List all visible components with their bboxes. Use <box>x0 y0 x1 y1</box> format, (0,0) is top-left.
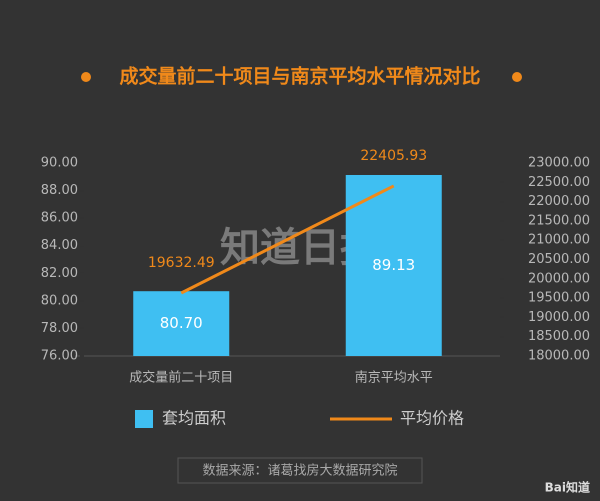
bar <box>345 174 442 356</box>
title-bullet <box>81 72 91 82</box>
y2-tick-label: 20500.00 <box>528 252 590 267</box>
source: 数据来源：诸葛找房大数据研究院 <box>202 463 397 479</box>
line-value-label: 22405.93 <box>360 148 427 164</box>
y2-tick-label: 19500.00 <box>528 291 590 306</box>
chart-title: 成交量前二十项目与南京平均水平情况对比 <box>119 65 480 88</box>
y-tick-label: 84.00 <box>41 238 78 253</box>
y-tick-label: 82.00 <box>41 266 78 281</box>
y-tick-label: 80.00 <box>41 293 78 308</box>
y2-tick-label: 18000.00 <box>528 349 590 364</box>
y2-tick-label: 21500.00 <box>528 213 590 228</box>
y2-tick-label: 19000.00 <box>528 310 590 325</box>
legend-label: 套均面积 <box>162 409 226 428</box>
title-bullet <box>512 72 522 82</box>
bar <box>133 291 230 356</box>
bar-value-label: 80.70 <box>160 314 203 332</box>
y-tick-label: 88.00 <box>41 183 78 198</box>
source-box <box>177 457 423 484</box>
line <box>180 184 395 295</box>
logo: Bai知道 <box>545 480 590 495</box>
y-tick-label: 86.00 <box>41 211 78 226</box>
y2-tick-label: 22000.00 <box>528 194 590 209</box>
y2-tick-label: 23000.00 <box>528 156 590 171</box>
y-tick-label: 90.00 <box>41 156 78 171</box>
line-value-label: 19632.49 <box>148 255 215 271</box>
y2-tick-label: 18500.00 <box>528 329 590 344</box>
y-tick-label: 76.00 <box>41 349 78 364</box>
legend-label: 平均价格 <box>400 409 464 428</box>
y-tick-label: 78.00 <box>41 321 78 336</box>
legend-swatch <box>135 410 153 428</box>
y2-tick-label: 21000.00 <box>528 233 590 248</box>
x-tick-label: 成交量前二十项目 <box>129 370 233 386</box>
y2-tick-label: 20000.00 <box>528 271 590 286</box>
bar-value-label: 89.13 <box>372 256 415 274</box>
y2-tick-label: 22500.00 <box>528 175 590 190</box>
x-tick-label: 南京平均水平 <box>355 370 433 386</box>
